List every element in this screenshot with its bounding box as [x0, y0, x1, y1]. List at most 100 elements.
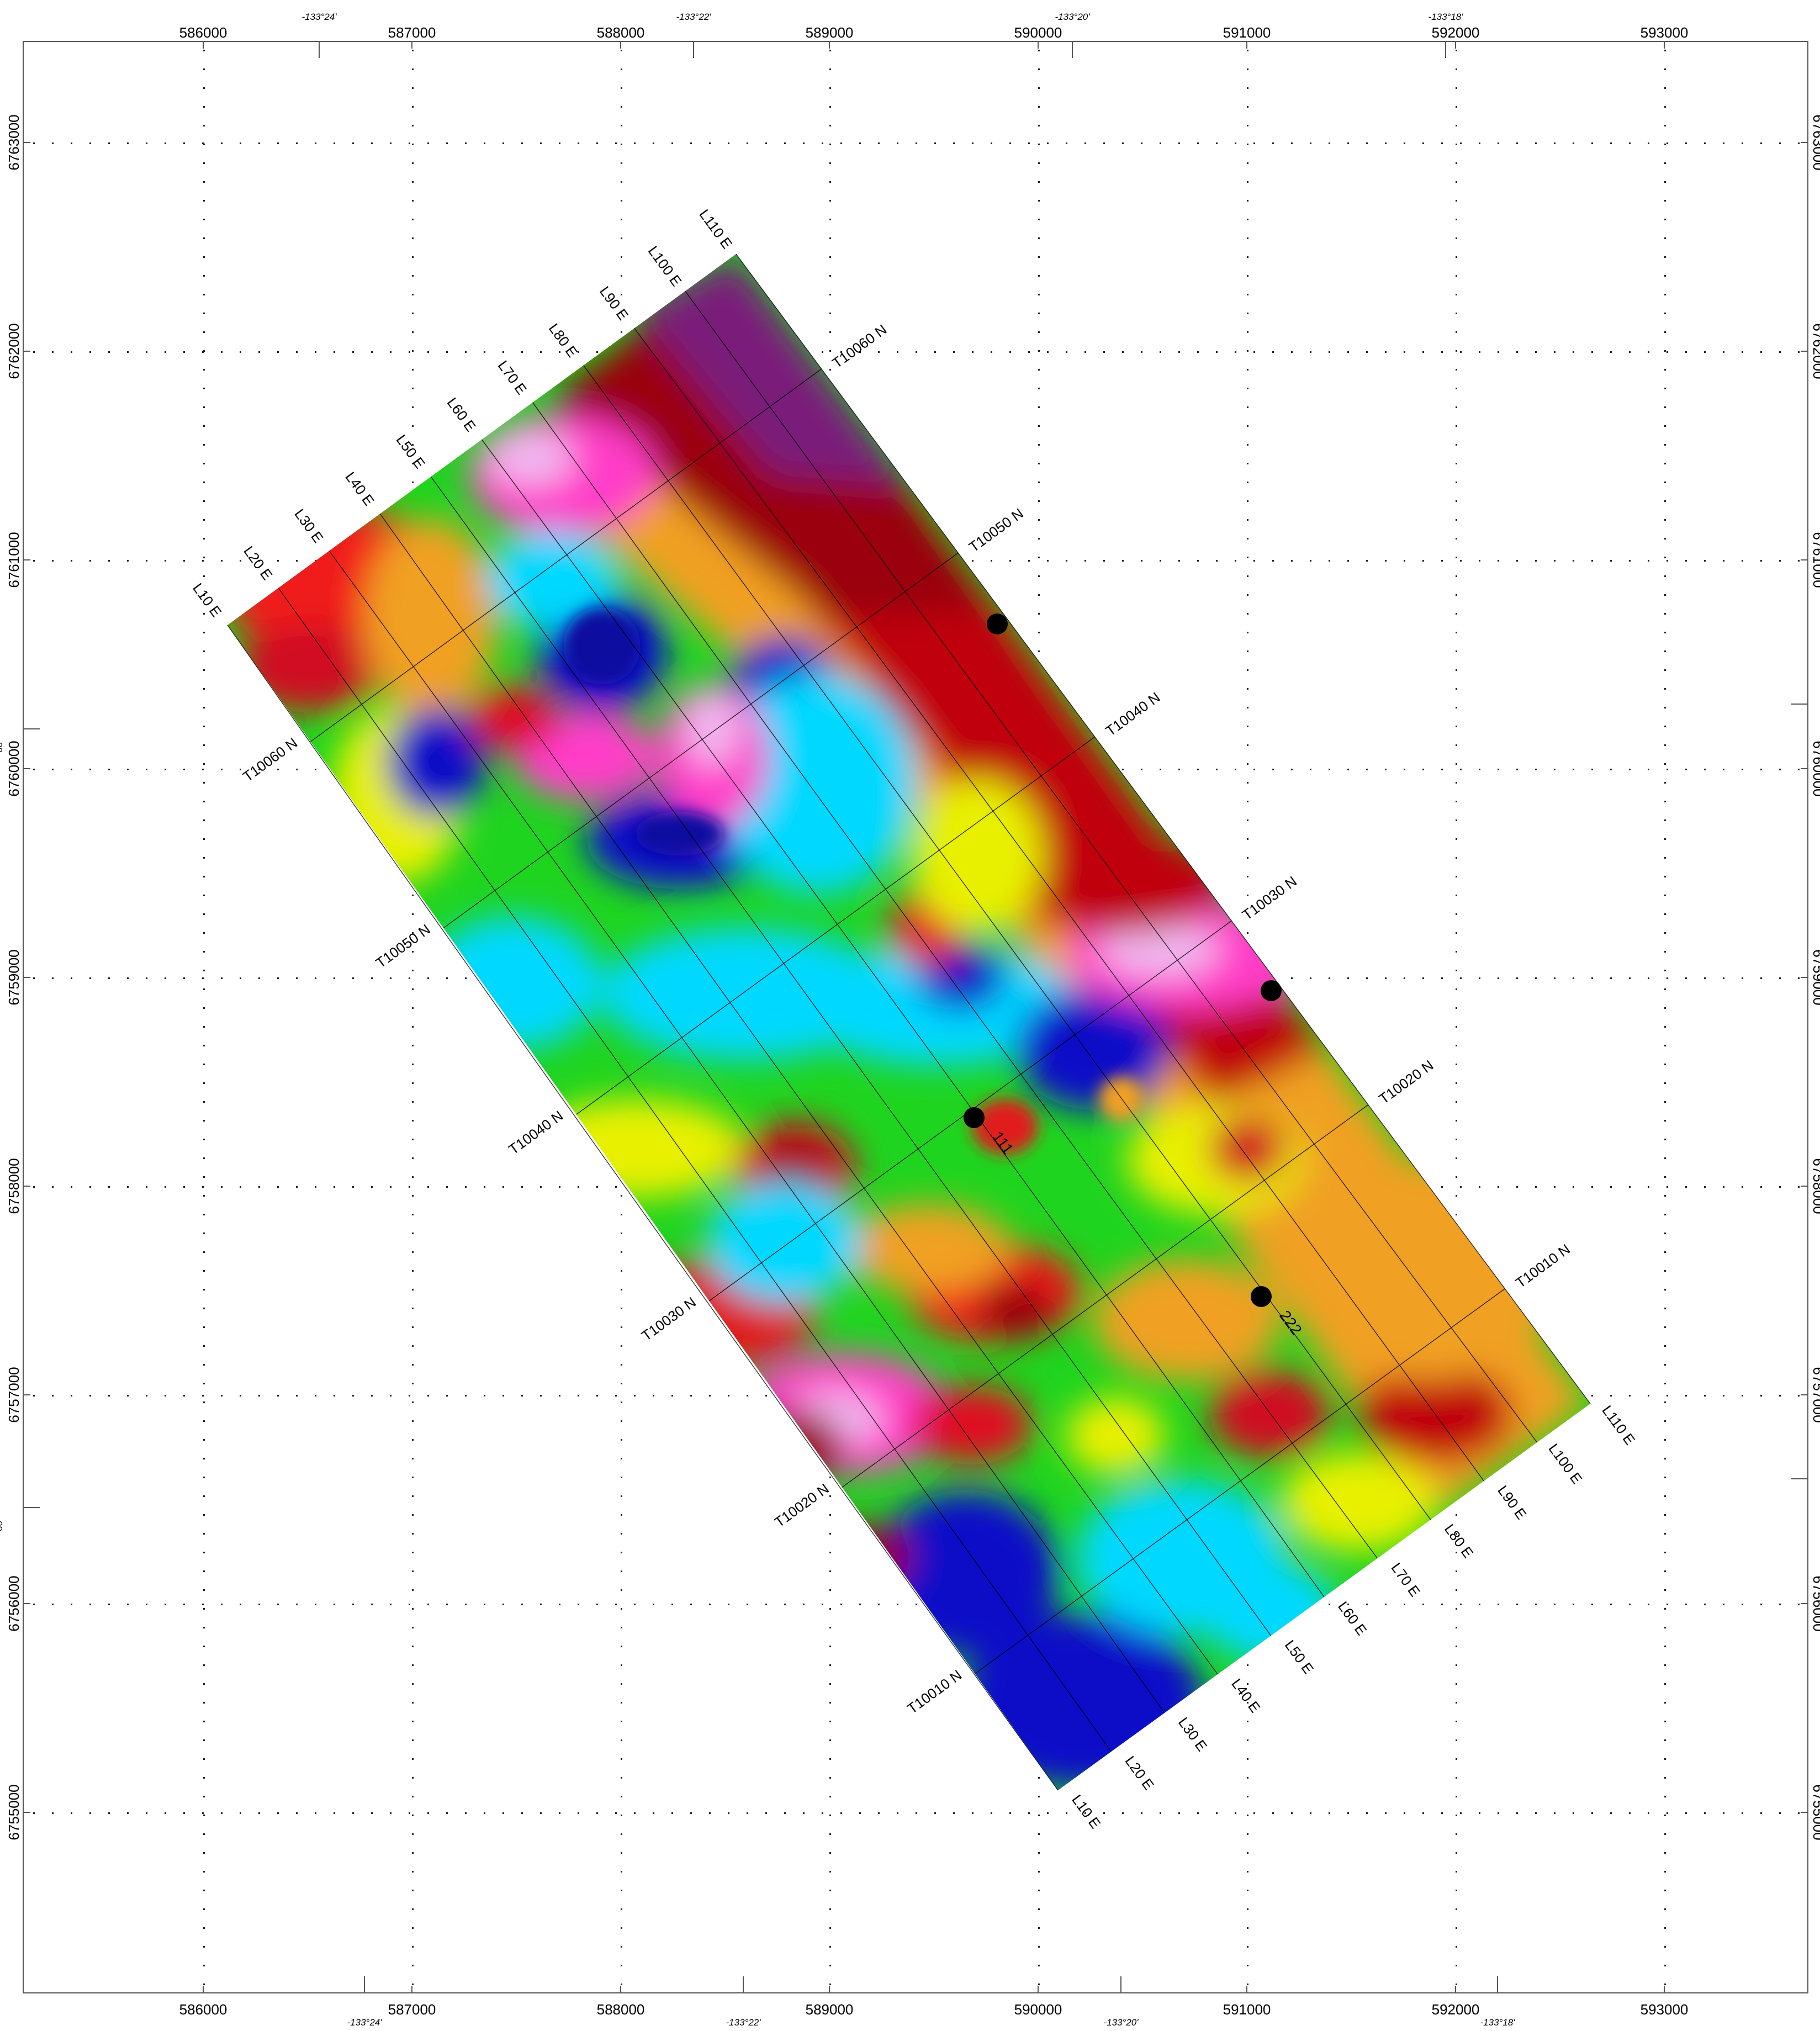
easting-tick-top: 588000	[597, 24, 645, 41]
northing-tick-right: 6759000	[1810, 949, 1820, 1005]
survey-line-label-top: L100 E	[645, 243, 685, 289]
survey-line	[736, 253, 1591, 1404]
longitude-tick-bottom: -133°20'	[1104, 2017, 1139, 2028]
tie-line-label-right: T10060 N	[829, 321, 890, 372]
survey-line-label-bottom: L60 E	[1335, 1598, 1370, 1638]
tie-line-label-right: T10050 N	[966, 505, 1027, 556]
latitude-tick-left: 60°	[0, 738, 4, 753]
survey-line	[329, 551, 1165, 1713]
survey-line-label-bottom: L90 E	[1494, 1482, 1530, 1522]
northing-tick-right: 6758000	[1810, 1158, 1820, 1214]
easting-tick-top: 590000	[1014, 24, 1062, 41]
survey-line-label-top: L10 E	[189, 580, 225, 620]
easting-tick-bottom: 590000	[1014, 2001, 1062, 2018]
survey-line-label-top: L20 E	[240, 543, 276, 583]
station-marker	[987, 613, 1008, 634]
northing-tick-left: 6755000	[6, 1784, 22, 1840]
station-marker	[1261, 980, 1282, 1001]
tie-line	[842, 1104, 1369, 1488]
easting-tick-top: 592000	[1432, 24, 1480, 41]
longitude-tick-bottom: -133°18'	[1480, 2017, 1516, 2028]
easting-tick-top: 591000	[1223, 24, 1271, 41]
northing-tick-left: 6760000	[6, 741, 22, 796]
northing-tick-right: 6756000	[1810, 1575, 1820, 1631]
survey-line-label-bottom: L50 E	[1282, 1637, 1317, 1677]
northing-tick-left: 6758000	[6, 1158, 22, 1214]
tie-line-label-left: T10020 N	[771, 1480, 832, 1531]
northing-tick-right: 6763000	[1810, 114, 1820, 170]
northing-tick-left: 6763000	[6, 114, 22, 170]
northing-tick-right: 6755000	[1810, 1784, 1820, 1840]
survey-line-label-top: L70 E	[495, 357, 530, 398]
tie-line	[576, 736, 1096, 1115]
longitude-tick-top: -133°18'	[1429, 12, 1464, 22]
latitude-tick-left: 60°	[0, 1517, 4, 1531]
survey-line-label-top: L90 E	[596, 283, 632, 324]
survey-line-label-bottom: L80 E	[1441, 1521, 1477, 1561]
survey-line	[379, 514, 1218, 1675]
easting-tick-top: 589000	[806, 24, 854, 41]
tie-line-label-left: T10030 N	[638, 1294, 699, 1345]
tie-line-label-left: T10060 N	[240, 734, 300, 785]
northing-tick-left: 6756000	[6, 1575, 22, 1631]
easting-tick-top: 587000	[388, 24, 436, 41]
easting-tick-bottom: 592000	[1432, 2001, 1480, 2018]
longitude-tick-bottom: -133°22'	[726, 2017, 761, 2028]
survey-line	[532, 402, 1378, 1559]
axis-labels: 586000 586000 587000 587000 588000 588000 5890…	[0, 12, 1820, 2028]
northing-tick-left: 6762000	[6, 323, 22, 379]
survey-line-label-bottom: L30 E	[1175, 1714, 1210, 1754]
easting-tick-top: 593000	[1641, 24, 1689, 41]
survey-line-label-bottom: L20 E	[1122, 1753, 1157, 1793]
survey-line-label-bottom: L40 E	[1228, 1675, 1263, 1716]
survey-line-grid	[227, 253, 1591, 1791]
survey-line	[430, 476, 1272, 1636]
easting-tick-bottom: 587000	[388, 2001, 436, 2018]
tie-line-label-right: T10010 N	[1512, 1241, 1573, 1292]
survey-line-label-top: L40 E	[342, 469, 377, 509]
tie-line-label-left: T10040 N	[505, 1107, 566, 1158]
survey-line	[583, 365, 1431, 1520]
longitude-tick-bottom: -133°24'	[347, 2017, 383, 2028]
tie-line-label-right: T10040 N	[1102, 689, 1163, 739]
easting-tick-bottom: 593000	[1641, 2001, 1689, 2018]
northing-tick-left: 6761000	[6, 532, 22, 588]
northing-tick-left: 6759000	[6, 949, 22, 1005]
tie-line-label-left: T10010 N	[904, 1667, 965, 1717]
northing-tick-left: 6757000	[6, 1367, 22, 1422]
tie-line	[310, 368, 822, 742]
tie-line	[443, 552, 959, 929]
easting-tick-bottom: 588000	[597, 2001, 645, 2018]
easting-tick-bottom: 586000	[179, 2001, 228, 2018]
survey-line-label-top: L80 E	[546, 320, 581, 361]
northing-tick-right: 6761000	[1810, 532, 1820, 588]
longitude-tick-top: -133°22'	[676, 12, 712, 22]
easting-tick-bottom: 591000	[1223, 2001, 1271, 2018]
easting-tick-top: 586000	[179, 24, 228, 41]
station-marker	[1251, 1286, 1272, 1307]
northing-tick-right: 6760000	[1810, 741, 1820, 796]
survey-line-label-top: L50 E	[393, 432, 428, 472]
station-marker	[964, 1107, 985, 1128]
survey-line	[227, 625, 1059, 1791]
survey-line-label-bottom: L110 E	[1599, 1402, 1638, 1448]
survey-line-label-bottom: L10 E	[1068, 1791, 1104, 1832]
northing-tick-right: 6762000	[1810, 323, 1820, 379]
survey-line-label-top: L110 E	[696, 206, 736, 252]
longitude-tick-top: -133°24'	[302, 12, 337, 22]
survey-line	[634, 328, 1484, 1482]
easting-tick-bottom: 589000	[806, 2001, 854, 2018]
survey-line-label-top: L30 E	[291, 506, 326, 546]
tie-line-label-left: T10050 N	[373, 921, 433, 972]
survey-line-label-bottom: L70 E	[1388, 1559, 1424, 1600]
map-frame	[23, 41, 1808, 1993]
tie-line-label-right: T10030 N	[1239, 873, 1300, 924]
tie-line	[975, 1288, 1505, 1674]
survey-line	[278, 588, 1112, 1752]
tie-line-label-right: T10020 N	[1376, 1057, 1437, 1108]
survey-line-label-bottom: L100 E	[1545, 1441, 1585, 1487]
survey-line	[685, 290, 1538, 1443]
longitude-tick-top: -133°20'	[1055, 12, 1091, 22]
